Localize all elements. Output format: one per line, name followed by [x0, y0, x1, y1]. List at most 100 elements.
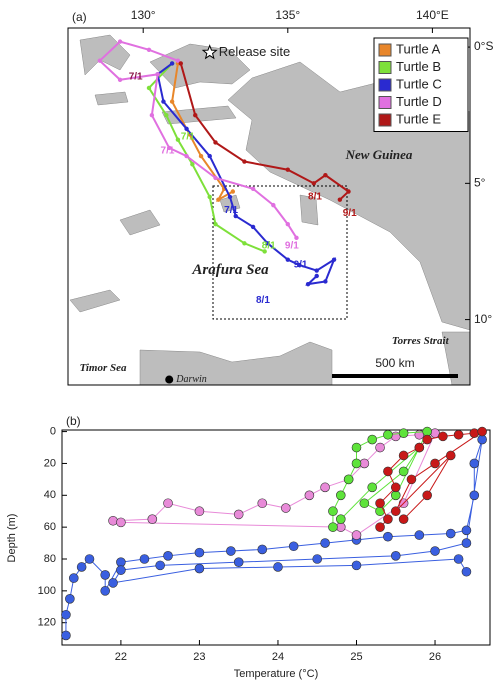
city-dot [165, 375, 174, 384]
track-point [294, 235, 299, 241]
point [422, 426, 432, 437]
track-point [305, 281, 311, 287]
point [116, 565, 126, 575]
x-tick-label: 24 [272, 651, 284, 663]
date-label: 7/1 [181, 132, 195, 143]
point [469, 490, 480, 501]
track-point [155, 72, 160, 77]
point [226, 546, 236, 556]
tanimbar [119, 209, 161, 236]
track-point [207, 194, 212, 200]
point [304, 490, 315, 501]
point [194, 563, 205, 574]
point [453, 429, 464, 440]
point [430, 458, 440, 469]
release-star [201, 44, 218, 60]
place-label: Arafura Sea [191, 262, 269, 278]
point [351, 560, 362, 571]
point [65, 594, 75, 604]
track [156, 62, 337, 286]
city-label: Darwin [175, 374, 207, 385]
track-point [184, 126, 189, 132]
track-point [149, 113, 155, 118]
point [477, 426, 487, 437]
track-point [213, 222, 218, 227]
track-point [311, 181, 317, 186]
point [390, 490, 401, 501]
track-point [193, 113, 198, 118]
point [273, 562, 283, 572]
point [383, 466, 393, 477]
legend-swatch [378, 61, 392, 74]
point [461, 566, 472, 577]
track-point [323, 279, 328, 284]
track-point [161, 99, 166, 104]
x-tick-label: 22 [115, 651, 127, 663]
point [328, 506, 338, 517]
legend-swatch [378, 43, 392, 57]
buru [94, 91, 129, 106]
panel-label: (b) [66, 414, 81, 428]
track-point [262, 249, 267, 254]
point [477, 434, 487, 445]
x-tick-label: 26 [429, 651, 441, 663]
track-point [230, 189, 236, 194]
point [257, 498, 268, 509]
track-point [285, 167, 290, 172]
track-point [97, 58, 103, 63]
point [469, 428, 480, 438]
track-point [178, 61, 183, 66]
y-tick-label: 80 [44, 553, 56, 565]
y-tick-label: 0°S [474, 39, 493, 53]
point [375, 522, 385, 532]
point [320, 482, 330, 493]
point [116, 557, 126, 567]
point [398, 466, 409, 477]
track-point [184, 153, 189, 159]
track-point [213, 175, 218, 181]
x-axis-label: Temperature (°C) [234, 668, 318, 680]
point [375, 498, 385, 509]
legend-label: Turtle D [396, 94, 442, 109]
track-point [190, 162, 195, 167]
track-point [285, 222, 290, 227]
point [100, 586, 110, 596]
point [390, 551, 401, 561]
point [383, 531, 393, 542]
track-point [216, 197, 221, 202]
date-label: 7/1 [224, 205, 238, 216]
track-point [167, 145, 172, 151]
point [163, 498, 173, 509]
point [163, 551, 173, 561]
point [61, 630, 71, 641]
point [383, 514, 393, 524]
aru-islands [299, 194, 319, 226]
point [108, 578, 118, 588]
track-point [297, 262, 302, 268]
y-tick-label: 10° [474, 312, 492, 326]
point [312, 554, 323, 564]
map-frame [67, 27, 471, 386]
point [61, 609, 71, 620]
track-point [242, 159, 247, 164]
track-point [175, 58, 181, 63]
point [281, 503, 291, 513]
track-point [117, 39, 123, 44]
point [351, 530, 362, 540]
point [343, 474, 354, 485]
point [320, 538, 330, 548]
track-point [346, 189, 351, 194]
date-label: 9/1 [343, 208, 357, 219]
track-point [117, 77, 123, 82]
legend-label: Turtle B [396, 59, 441, 74]
point [461, 525, 472, 536]
release-label: Release site [219, 44, 291, 59]
point [375, 442, 385, 453]
point [335, 490, 346, 501]
legend-swatch [378, 78, 392, 92]
y-tick-label: 0 [50, 425, 56, 437]
point [100, 570, 110, 580]
place-label: New Guinea [345, 147, 413, 162]
point [367, 482, 378, 493]
